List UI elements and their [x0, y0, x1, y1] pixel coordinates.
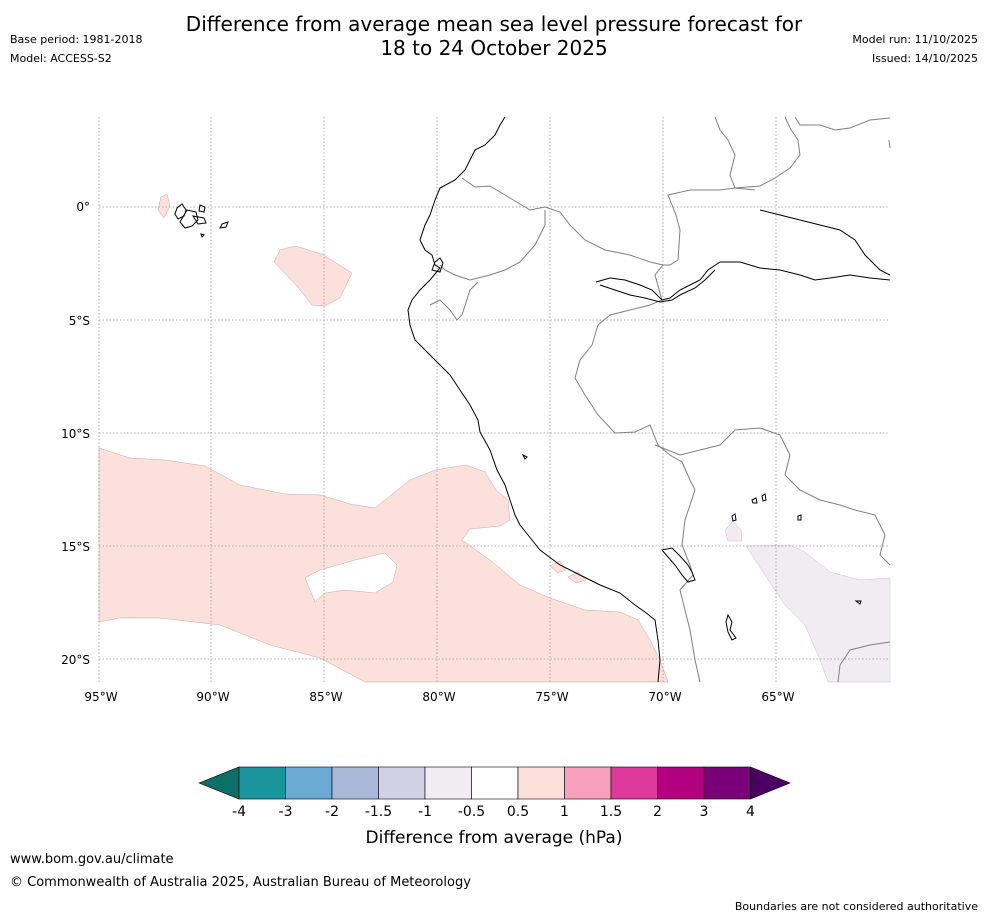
model-run: Model run: 11/10/2025 [852, 33, 978, 46]
lat-label: 15°S [61, 540, 90, 554]
title-line-1: Difference from average mean sea level p… [185, 12, 803, 36]
colorbar-tick: 2 [653, 804, 662, 820]
colorbar-tick: -2 [325, 804, 339, 820]
title-line-2: 18 to 24 October 2025 [380, 36, 608, 60]
positive-anomaly-small-3 [549, 560, 587, 584]
colorbar-swatch [331, 766, 379, 800]
lat-label: 5°S [69, 314, 90, 328]
colorbar-tick: -3 [279, 804, 293, 820]
colorbar-tick: -1 [418, 804, 432, 820]
lon-label: 95°W [84, 690, 117, 704]
colorbar-tick: -0.5 [458, 804, 485, 820]
lon-label: 65°W [761, 690, 794, 704]
positive-anomaly-region [98, 447, 669, 683]
lat-label: 10°S [61, 427, 90, 441]
colorbar-swatch [657, 766, 705, 800]
colorbar-swatch [610, 766, 658, 800]
positive-anomaly-small-1 [273, 245, 353, 307]
footer-url: www.bom.gov.au/climate [10, 852, 174, 867]
colorbar-tick: -4 [232, 804, 246, 820]
colorbar-swatch [703, 766, 751, 800]
colorbar-tick: 1.5 [600, 804, 622, 820]
colorbar-swatch [564, 766, 612, 800]
colorbar-tick: 3 [700, 804, 709, 820]
lon-label: 75°W [535, 690, 568, 704]
lon-label: 90°W [196, 690, 229, 704]
colorbar-swatch [471, 766, 519, 800]
colorbar-title: Difference from average (hPa) [366, 828, 623, 848]
colorbar-high-arrow [750, 766, 791, 800]
coastline [174, 116, 891, 683]
footer-disclaimer: Boundaries are not considered authoritat… [734, 900, 978, 913]
colorbar-swatch [424, 766, 472, 800]
colorbar-tick: 1 [560, 804, 569, 820]
base-period: Base period: 1981-2018 [10, 33, 143, 46]
colorbar-swatch [517, 766, 565, 800]
lon-label: 80°W [422, 690, 455, 704]
lat-label: 20°S [61, 653, 90, 667]
footer-copyright: © Commonwealth of Australia 2025, Austra… [10, 875, 471, 890]
colorbar-tick: 0.5 [507, 804, 529, 820]
colorbar-swatch [238, 766, 286, 800]
lon-label: 70°W [648, 690, 681, 704]
gridlines [98, 117, 890, 682]
country-borders [429, 116, 891, 683]
map-area: 0° 5°S 10°S 15°S 20°S 95°W 90°W 85°W 80°… [61, 116, 891, 704]
positive-anomaly-small-2 [157, 193, 171, 219]
negative-anomaly-small [724, 520, 743, 542]
lat-label: 0° [76, 200, 90, 214]
colorbar-tick: 4 [746, 804, 755, 820]
colorbar-low-arrow [198, 766, 240, 800]
issued-date: Issued: 14/10/2025 [871, 52, 978, 65]
chart-title: Difference from average mean sea level p… [0, 12, 988, 60]
colorbar-swatch [285, 766, 333, 800]
model-name: Model: ACCESS-S2 [10, 52, 112, 65]
negative-anomaly-region [745, 544, 891, 683]
colorbar: -4 -3 -2 -1.5 -1 -0.5 0.5 1 1.5 2 3 4 Di… [198, 766, 791, 848]
colorbar-swatch [378, 766, 426, 800]
lon-label: 85°W [309, 690, 342, 704]
colorbar-tick: -1.5 [365, 804, 392, 820]
